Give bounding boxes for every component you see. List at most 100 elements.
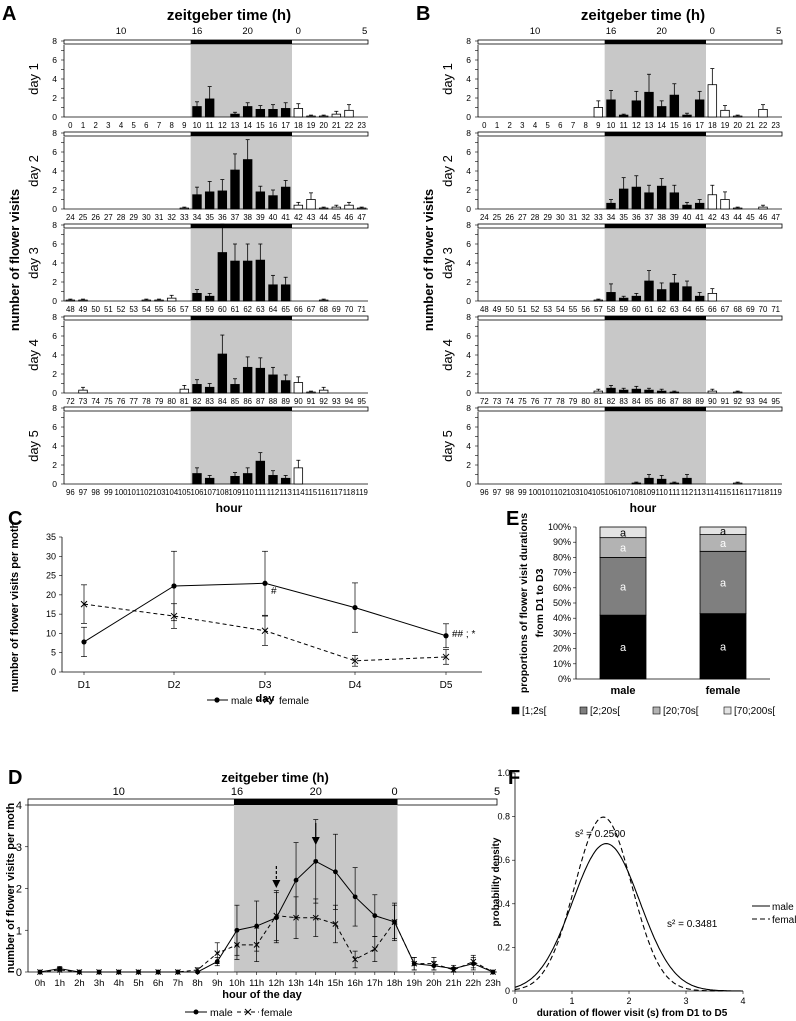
bar-day2-h46 [344, 204, 354, 210]
panel-label-D: D [8, 767, 22, 789]
e-legend-swatch [579, 706, 588, 715]
hour-tick-label: 100 [114, 488, 128, 497]
bar-day1-h15 [669, 94, 680, 118]
c-point-female [261, 627, 269, 635]
e-legend-label: [20;70s[ [663, 706, 699, 717]
hour-tick-label: 28 [117, 213, 126, 222]
y-tick-label: 6 [52, 55, 57, 65]
hour-tick-label: 26 [505, 213, 514, 222]
d-series-male [39, 860, 494, 973]
hour-tick-label: 49 [79, 305, 88, 314]
hour-tick-label: 96 [480, 488, 489, 497]
night-shading [604, 45, 706, 117]
hour-tick-label: 63 [670, 305, 679, 314]
hour-tick-label: 0 [68, 121, 73, 130]
hour-tick-label: 5 [545, 121, 550, 130]
bar-day2-h42 [707, 194, 718, 210]
hour-tick-label: 55 [569, 305, 578, 314]
hour-tick-label: 72 [66, 397, 75, 406]
hour-tick-label: 88 [683, 397, 692, 406]
d-y-tick-label: 2 [16, 884, 22, 896]
hour-tick-label: 65 [695, 305, 704, 314]
bar-day3-h61 [644, 280, 654, 302]
c-y-tick-label: 20 [46, 590, 56, 600]
bar-day1-h18 [707, 84, 718, 118]
hour-tick-label: 87 [670, 397, 679, 406]
hour-tick-label: 36 [632, 213, 641, 222]
f-y-axis-title: probability density [491, 837, 502, 926]
hour-tick-label: 75 [104, 397, 113, 406]
panel-label-F: F [508, 767, 520, 789]
e-letter: a [620, 543, 627, 555]
d-point-female [96, 969, 103, 975]
hour-tick-label: 29 [129, 213, 138, 222]
hour-tick-label: 84 [218, 397, 227, 406]
d-point-female [352, 956, 359, 963]
hour-tick-label: 38 [243, 213, 252, 222]
d-zt-tick: 10 [113, 786, 125, 798]
hour-tick-label: 78 [556, 397, 565, 406]
hour-tick-label: 92 [733, 397, 742, 406]
c-x-tick-label: D2 [168, 680, 181, 691]
c-legend-marker-female [263, 696, 271, 704]
e-y-tick-label: 30% [553, 628, 571, 638]
d-point-male [372, 913, 378, 919]
d-y-tick-label: 3 [16, 842, 22, 854]
bar-day1-h19 [720, 109, 730, 118]
bar-day5-h111 [255, 460, 266, 485]
hour-tick-label: 39 [256, 213, 265, 222]
hour-tick-label: 41 [695, 213, 704, 222]
panel-label-C: C [8, 508, 22, 530]
d-x-tick-label: 2h [74, 978, 85, 989]
hour-tick-label: 112 [267, 488, 279, 497]
d-x-tick-label: 4h [113, 978, 124, 989]
bar-day5-h113 [280, 477, 291, 485]
hour-tick-label: 106 [190, 488, 203, 497]
photoperiod-dark [604, 316, 706, 320]
hour-tick-label: 119 [355, 488, 367, 497]
hour-tick-label: 95 [771, 397, 780, 406]
d-x-tick-label: 21h [446, 978, 462, 989]
bar-day5-h109 [644, 477, 654, 485]
y-tick-label: 0 [466, 479, 471, 489]
hour-tick-label: 99 [518, 488, 527, 497]
bar-day4-h82 [192, 384, 202, 394]
e-bar-female-0 [699, 613, 747, 680]
e-letter: a [620, 527, 627, 539]
d-legend-label-male: male [210, 1007, 233, 1019]
y-tick-label: 2 [466, 93, 471, 103]
day-label: day 5 [440, 430, 455, 462]
hour-tick-label: 12 [218, 121, 227, 130]
hour-tick-label: 44 [319, 213, 328, 222]
e-letter: a [620, 642, 627, 654]
y-tick-label: 2 [52, 93, 57, 103]
hour-tick-label: 70 [759, 305, 768, 314]
hour-tick-label: 102 [140, 488, 153, 497]
hour-tick-label: 32 [167, 213, 176, 222]
bar-day3-h63 [669, 282, 680, 302]
bar-day2-h36 [631, 186, 642, 210]
photoperiod-dark [604, 407, 706, 411]
d-y-tick-label: 0 [16, 967, 22, 979]
hour-tick-label: 49 [493, 305, 502, 314]
zt-tick: 10 [116, 26, 127, 37]
bar-day3-h63 [255, 259, 266, 302]
hour-tick-label: 110 [655, 488, 668, 497]
night-shading [190, 412, 292, 484]
hour-tick-label: 43 [721, 213, 730, 222]
hour-tick-label: 30 [556, 213, 565, 222]
hour-tick-label: 80 [167, 397, 176, 406]
e-bar-male-3 [599, 526, 647, 539]
hour-tick-label: 75 [518, 397, 527, 406]
y-axis-title-A: number of flower visits [7, 189, 22, 331]
bar-day4-h84 [217, 353, 228, 394]
hour-tick-label: 3 [520, 121, 524, 130]
panel-label-B: B [416, 3, 430, 25]
bar-day1-h10 [192, 106, 202, 118]
hour-tick-label: 56 [167, 305, 176, 314]
hour-tick-label: 22 [759, 121, 768, 130]
hour-tick-label: 83 [619, 397, 628, 406]
hour-tick-label: 92 [319, 397, 328, 406]
bar-day3-h58 [606, 292, 616, 302]
d-legend-label-female: female [261, 1007, 293, 1019]
